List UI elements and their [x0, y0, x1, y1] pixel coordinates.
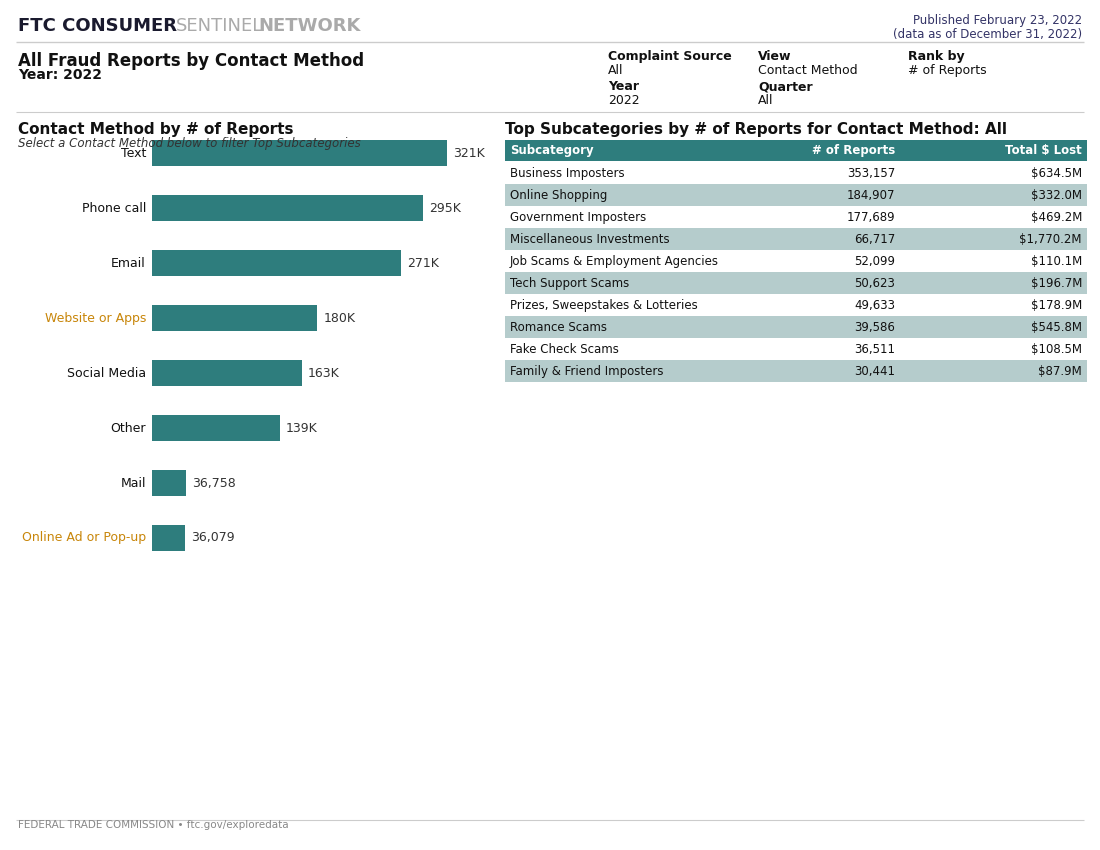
Text: Business Imposters: Business Imposters [510, 167, 625, 179]
Bar [152, 470, 186, 496]
Text: All: All [608, 64, 624, 77]
Text: 163K: 163K [308, 366, 340, 379]
Text: Miscellaneous Investments: Miscellaneous Investments [510, 233, 670, 246]
Text: 271K: 271K [407, 257, 439, 269]
Text: $110.1M: $110.1M [1031, 254, 1082, 268]
Text: 177,689: 177,689 [846, 211, 895, 224]
Bar [505, 139, 1087, 161]
Text: 49,633: 49,633 [854, 298, 895, 311]
Text: $178.9M: $178.9M [1031, 298, 1082, 311]
Text: Other: Other [110, 422, 146, 434]
Bar [505, 316, 1087, 338]
Text: $634.5M: $634.5M [1031, 167, 1082, 179]
Text: Phone call: Phone call [81, 201, 146, 214]
Text: $1,770.2M: $1,770.2M [1020, 233, 1082, 246]
Text: Email: Email [111, 257, 146, 269]
Text: Family & Friend Imposters: Family & Friend Imposters [510, 365, 663, 377]
Text: Top Subcategories by # of Reports for Contact Method: All: Top Subcategories by # of Reports for Co… [505, 122, 1006, 137]
Text: 50,623: 50,623 [854, 276, 895, 290]
Text: Subcategory: Subcategory [510, 144, 594, 156]
Text: $469.2M: $469.2M [1031, 211, 1082, 224]
Text: Tech Support Scams: Tech Support Scams [510, 276, 629, 290]
Text: $196.7M: $196.7M [1031, 276, 1082, 290]
Text: Rank by: Rank by [908, 50, 965, 63]
Text: $545.8M: $545.8M [1031, 320, 1082, 333]
Text: Website or Apps: Website or Apps [45, 311, 146, 325]
Text: Complaint Source: Complaint Source [608, 50, 732, 63]
Text: 139K: 139K [286, 422, 318, 434]
Text: 184,907: 184,907 [847, 189, 895, 201]
Bar [505, 184, 1087, 206]
Text: 36,511: 36,511 [854, 343, 895, 355]
Text: 2022: 2022 [608, 94, 639, 107]
Bar [152, 195, 424, 221]
Bar [505, 360, 1087, 382]
Text: $108.5M: $108.5M [1031, 343, 1082, 355]
Text: Total $ Lost: Total $ Lost [1005, 144, 1082, 156]
Bar [152, 305, 318, 331]
Text: Romance Scams: Romance Scams [510, 320, 607, 333]
Text: $332.0M: $332.0M [1031, 189, 1082, 201]
Text: Government Imposters: Government Imposters [510, 211, 647, 224]
Text: 52,099: 52,099 [854, 254, 895, 268]
Text: Social Media: Social Media [67, 366, 146, 379]
Text: FTC CONSUMER: FTC CONSUMER [18, 17, 177, 35]
Text: Year: Year [608, 80, 639, 93]
Text: 39,586: 39,586 [854, 320, 895, 333]
Text: 66,717: 66,717 [854, 233, 895, 246]
Text: All: All [758, 94, 773, 107]
Bar [152, 250, 402, 276]
Text: Fake Check Scams: Fake Check Scams [510, 343, 619, 355]
Text: Job Scams & Employment Agencies: Job Scams & Employment Agencies [510, 254, 719, 268]
Bar [152, 525, 185, 551]
Text: Online Ad or Pop-up: Online Ad or Pop-up [22, 531, 146, 545]
Text: # of Reports: # of Reports [812, 144, 895, 156]
Bar [152, 140, 447, 166]
Text: 36,758: 36,758 [191, 477, 235, 490]
Text: Quarter: Quarter [758, 80, 813, 93]
Text: 180K: 180K [323, 311, 355, 325]
Text: Prizes, Sweepstakes & Lotteries: Prizes, Sweepstakes & Lotteries [510, 298, 697, 311]
Text: SENTINEL: SENTINEL [176, 17, 263, 35]
Text: Published February 23, 2022: Published February 23, 2022 [913, 14, 1082, 27]
Text: Online Shopping: Online Shopping [510, 189, 607, 201]
Bar [152, 360, 301, 386]
Text: 36,079: 36,079 [191, 531, 234, 545]
Bar [152, 415, 279, 441]
Text: Contact Method: Contact Method [758, 64, 858, 77]
Text: # of Reports: # of Reports [908, 64, 987, 77]
Bar [505, 272, 1087, 294]
Text: Contact Method by # of Reports: Contact Method by # of Reports [18, 122, 294, 137]
Bar [505, 228, 1087, 250]
Text: $87.9M: $87.9M [1038, 365, 1082, 377]
Text: Select a Contact Method below to filter Top Subcategories: Select a Contact Method below to filter … [18, 137, 361, 150]
Text: All Fraud Reports by Contact Method: All Fraud Reports by Contact Method [18, 52, 364, 70]
Text: 30,441: 30,441 [854, 365, 895, 377]
Text: 295K: 295K [429, 201, 461, 214]
Text: 321K: 321K [453, 146, 485, 160]
Text: 353,157: 353,157 [847, 167, 895, 179]
Text: Year: 2022: Year: 2022 [18, 68, 102, 82]
Text: FEDERAL TRADE COMMISSION • ftc.gov/exploredata: FEDERAL TRADE COMMISSION • ftc.gov/explo… [18, 820, 288, 830]
Text: (data as of December 31, 2022): (data as of December 31, 2022) [893, 28, 1082, 41]
Text: Mail: Mail [121, 477, 146, 490]
Text: View: View [758, 50, 792, 63]
Text: NETWORK: NETWORK [258, 17, 361, 35]
Text: Text: Text [121, 146, 146, 160]
